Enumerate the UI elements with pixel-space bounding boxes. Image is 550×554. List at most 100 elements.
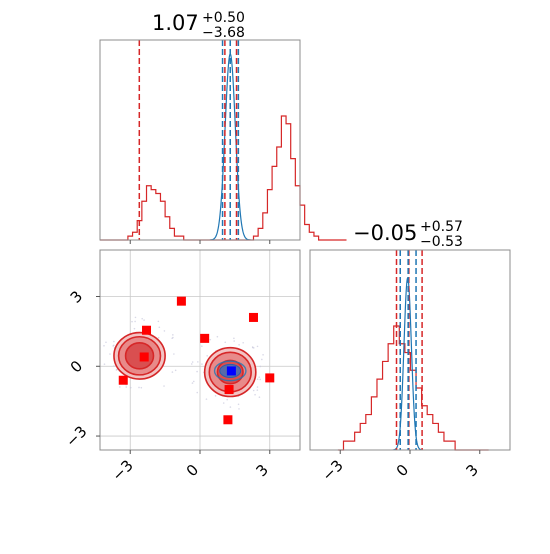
scatter-dot bbox=[256, 386, 259, 388]
scatter-dot bbox=[233, 337, 235, 340]
scatter-dot bbox=[259, 365, 262, 368]
scatter-dot bbox=[109, 353, 111, 355]
scatter-dot bbox=[157, 336, 160, 339]
scatter-dot bbox=[226, 398, 228, 401]
contour-x-tick-label: −3 bbox=[109, 456, 137, 484]
scatter-dot bbox=[158, 326, 161, 329]
scatter-dot bbox=[112, 344, 115, 347]
contour-y-tick-label: 3 bbox=[67, 287, 86, 306]
scatter-dot bbox=[113, 340, 115, 343]
scatter-dot bbox=[174, 369, 177, 372]
contour-markers bbox=[118, 296, 275, 425]
scatter-dot bbox=[229, 406, 232, 408]
hist2-histogram bbox=[337, 276, 489, 451]
hist2-title: −0.05 bbox=[353, 221, 417, 245]
contour-x-tick-label: 3 bbox=[252, 461, 271, 480]
scatter-dot bbox=[251, 346, 254, 349]
scatter-dot bbox=[224, 341, 227, 344]
scatter-dot bbox=[172, 336, 174, 339]
contour-y-tick-label: 0 bbox=[67, 357, 86, 376]
hist2-x-tick-label: 3 bbox=[462, 461, 481, 480]
contour-y-tick-labels: −3 0 3 bbox=[62, 287, 100, 451]
hist-panel-1: 1.07 +0.50 −3.68 bbox=[99, 10, 347, 244]
scatter-dot bbox=[209, 338, 212, 341]
contour-levels bbox=[113, 331, 257, 398]
scatter-dot bbox=[197, 361, 199, 363]
hist2-title-sup: +0.57 bbox=[420, 219, 463, 235]
scatter-dot bbox=[216, 335, 219, 338]
scatter-dot bbox=[131, 320, 133, 323]
scatter-dot bbox=[201, 345, 203, 347]
scatter-dot bbox=[262, 353, 264, 356]
hist2-frame bbox=[309, 249, 511, 451]
hist2-x-tick-labels: −3 0 3 bbox=[319, 450, 482, 485]
scatter-dot bbox=[133, 327, 136, 330]
scatter-dot bbox=[140, 386, 143, 389]
scatter-dot bbox=[242, 341, 244, 344]
contour-panel: −3 0 3 −3 0 3 bbox=[62, 249, 301, 485]
scatter-dot bbox=[256, 345, 259, 348]
scatter-dot bbox=[261, 358, 263, 361]
red-square-marker bbox=[139, 352, 149, 362]
scatter-dot bbox=[238, 343, 240, 346]
scatter-dot bbox=[222, 402, 225, 404]
contour-y-tick-label: −3 bbox=[62, 422, 90, 450]
contour-x-tick-labels: −3 0 3 bbox=[109, 450, 272, 485]
scatter-dot bbox=[233, 340, 235, 342]
scatter-dot bbox=[125, 386, 128, 388]
red-square-marker bbox=[223, 415, 233, 425]
hist-panel-2: −3 0 3 −0.05 +0.57 −0.53 bbox=[309, 219, 511, 485]
contour-x-tick-label: 0 bbox=[183, 461, 202, 480]
scatter-dot bbox=[205, 398, 208, 400]
hist1-title: 1.07 bbox=[152, 11, 199, 35]
scatter-dot bbox=[254, 393, 256, 396]
hist1-ticks bbox=[129, 240, 271, 244]
hist2-quantile-lines bbox=[395, 250, 423, 450]
scatter-dot bbox=[192, 380, 195, 383]
red-square-marker bbox=[265, 373, 275, 383]
scatter-dot bbox=[143, 319, 145, 321]
scatter-dot bbox=[191, 382, 194, 384]
blue-square-marker bbox=[226, 366, 236, 376]
hist1-title-sup: +0.50 bbox=[202, 10, 245, 26]
scatter-dot bbox=[173, 353, 175, 355]
scatter-dot bbox=[119, 386, 121, 388]
scatter-dot bbox=[141, 317, 143, 320]
scatter-dot bbox=[252, 389, 255, 392]
scatter-dot bbox=[238, 408, 240, 410]
red-square-marker bbox=[176, 296, 186, 306]
scatter-dot bbox=[214, 395, 217, 397]
scatter-dot bbox=[138, 386, 140, 389]
scatter-dot bbox=[163, 330, 166, 332]
scatter-dot bbox=[201, 363, 203, 365]
scatter-dot bbox=[190, 363, 193, 365]
scatter-dot bbox=[163, 385, 165, 387]
hist1-frame bbox=[99, 39, 301, 241]
scatter-dot bbox=[105, 341, 107, 344]
red-square-marker bbox=[200, 333, 210, 343]
scatter-dot bbox=[172, 334, 174, 336]
red-square-marker bbox=[118, 375, 128, 385]
scatter-dot bbox=[206, 354, 208, 357]
scatter-dot bbox=[258, 376, 261, 378]
scatter-dot bbox=[237, 403, 240, 406]
contour-level-ellipse bbox=[124, 341, 155, 370]
scatter-dot bbox=[259, 378, 261, 381]
scatter-dot bbox=[196, 370, 198, 373]
red-square-marker bbox=[248, 312, 258, 322]
hist1-quantile-lines bbox=[138, 40, 240, 240]
scatter-dot bbox=[113, 365, 115, 367]
scatter-dot bbox=[196, 391, 199, 394]
scatter-dot bbox=[258, 396, 261, 399]
scatter-dot bbox=[157, 320, 160, 323]
scatter-dot bbox=[129, 386, 132, 389]
scatter-dot bbox=[134, 320, 136, 323]
hist2-title-sub: −0.53 bbox=[420, 234, 463, 250]
hist2-x-tick-label: −3 bbox=[319, 456, 347, 484]
red-square-marker bbox=[224, 385, 234, 395]
red-square-marker bbox=[142, 325, 152, 335]
scatter-dot bbox=[171, 371, 174, 373]
scatter-dot bbox=[256, 378, 259, 381]
hist2-x-tick-label: 0 bbox=[393, 461, 412, 480]
